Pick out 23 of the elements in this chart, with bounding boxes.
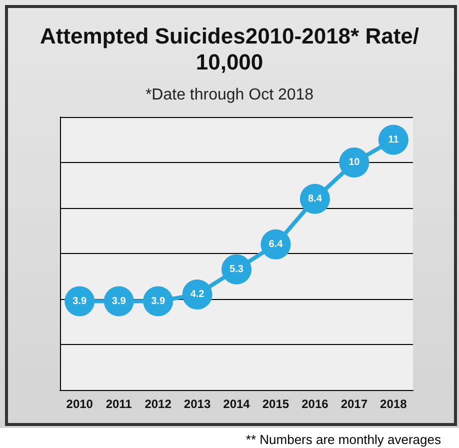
x-tick-label: 2011: [106, 397, 132, 411]
data-label: 6.4: [268, 238, 284, 250]
point: [378, 124, 408, 155]
x-tick-label: 2010: [66, 397, 94, 411]
x-tick-label: 2017: [340, 397, 368, 411]
x-tick-label: 2018: [380, 397, 408, 411]
point: [339, 148, 370, 178]
data-label: 3.9: [72, 296, 87, 307]
x-tick-label: 2012: [144, 397, 172, 411]
x-tick-label: 2015: [262, 397, 290, 411]
data-label: 11: [388, 134, 400, 146]
data-label: 3.9: [151, 296, 166, 307]
text: ** Numbers are monthly averages: [246, 432, 442, 447]
data-label: 5.3: [230, 264, 244, 275]
chart-title: Attempted Suicides2010-2018* Rate/10,000: [40, 24, 420, 74]
x-tick-label: 2013: [184, 397, 211, 411]
data-label: 10: [348, 157, 360, 168]
chart-subtitle: *Date through Oct 2018: [145, 86, 314, 104]
data-label: 3.9: [112, 296, 126, 307]
x-tick-label: 2016: [302, 397, 329, 411]
data-label: 4.2: [190, 288, 205, 300]
data-label: 8.4: [308, 193, 322, 204]
x-tick-label: 2014: [223, 397, 250, 411]
